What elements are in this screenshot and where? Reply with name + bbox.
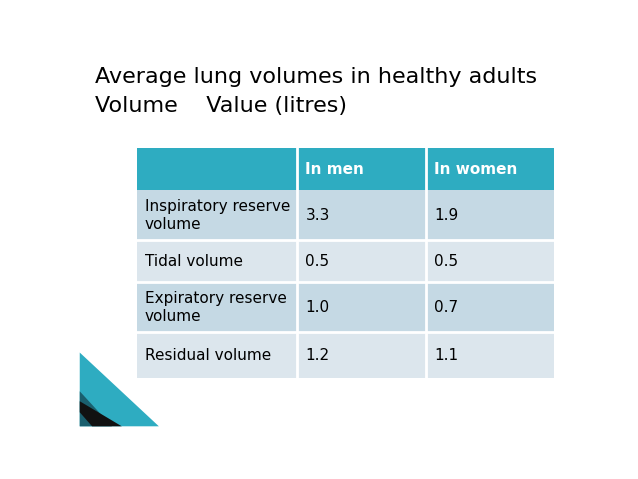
Bar xyxy=(137,240,297,283)
Bar xyxy=(297,148,426,190)
Text: Expiratory reserve
volume: Expiratory reserve volume xyxy=(145,291,286,324)
Polygon shape xyxy=(80,401,122,426)
Bar xyxy=(426,148,554,190)
Text: 0.5: 0.5 xyxy=(434,254,458,269)
Bar xyxy=(297,190,426,240)
Bar xyxy=(137,148,297,190)
Polygon shape xyxy=(80,353,159,426)
Text: Residual volume: Residual volume xyxy=(145,348,271,363)
Text: Volume    Value (litres): Volume Value (litres) xyxy=(94,96,346,116)
Text: Tidal volume: Tidal volume xyxy=(145,254,242,269)
Bar xyxy=(297,240,426,283)
Text: 1.9: 1.9 xyxy=(434,208,458,223)
Bar xyxy=(426,240,554,283)
Text: In men: In men xyxy=(306,161,364,177)
Text: 1.2: 1.2 xyxy=(306,348,329,363)
Polygon shape xyxy=(80,391,112,426)
Bar xyxy=(297,332,426,378)
Bar xyxy=(297,283,426,332)
Text: 0.5: 0.5 xyxy=(306,254,329,269)
Text: 1.0: 1.0 xyxy=(306,300,329,315)
Bar xyxy=(426,190,554,240)
Bar xyxy=(137,332,297,378)
Text: 1.1: 1.1 xyxy=(434,348,458,363)
Text: Inspiratory reserve
volume: Inspiratory reserve volume xyxy=(145,199,290,232)
Bar xyxy=(137,283,297,332)
Text: Average lung volumes in healthy adults: Average lung volumes in healthy adults xyxy=(94,67,537,87)
Bar xyxy=(426,283,554,332)
Text: 0.7: 0.7 xyxy=(434,300,458,315)
Bar xyxy=(137,190,297,240)
Text: 3.3: 3.3 xyxy=(306,208,330,223)
Bar xyxy=(426,332,554,378)
Text: In women: In women xyxy=(434,161,517,177)
